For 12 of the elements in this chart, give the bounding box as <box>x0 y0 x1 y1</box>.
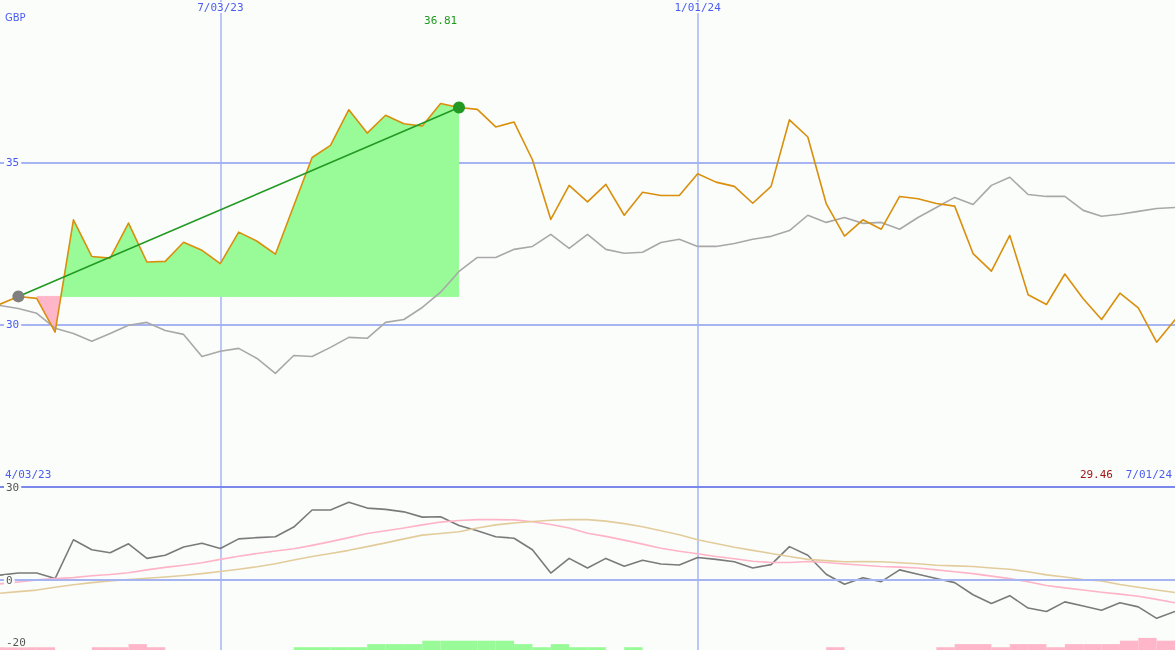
y-tick-label: 30 <box>6 480 20 494</box>
y-tick-label: 35 <box>6 155 20 169</box>
y-tick-label: 30 <box>6 318 20 332</box>
y-axis-title: GBP <box>5 11 26 23</box>
x-tick-label: 1/01/24 <box>674 1 722 14</box>
x-tick-label: 7/03/23 <box>197 1 244 14</box>
y-tick-label: -20 <box>6 635 26 649</box>
annotation: 7/01/24 <box>1125 468 1173 481</box>
annotation: 36.81 <box>424 14 458 27</box>
annotation: 29.46 <box>1079 468 1113 481</box>
y-tick-label: 0 <box>6 573 13 587</box>
annotation: 4/03/23 <box>5 468 52 481</box>
